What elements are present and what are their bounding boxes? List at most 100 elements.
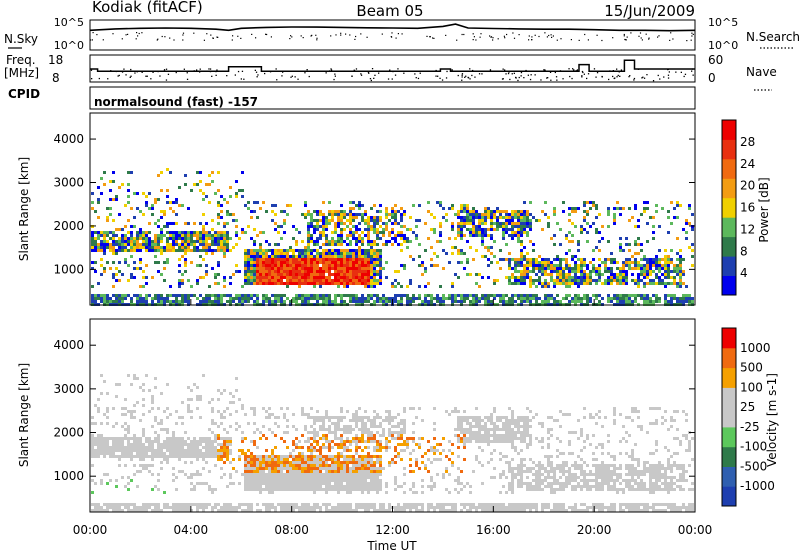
nave-point bbox=[269, 71, 272, 73]
nave-point bbox=[663, 76, 665, 78]
power-cell bbox=[271, 261, 274, 264]
power-cell bbox=[358, 207, 361, 210]
power-cell bbox=[298, 282, 301, 285]
velocity-cell bbox=[178, 416, 181, 419]
velocity-cell bbox=[310, 455, 313, 458]
power-cell bbox=[169, 171, 172, 174]
velocity-cell bbox=[304, 506, 307, 509]
velocity-cell bbox=[337, 452, 340, 455]
velocity-cell bbox=[244, 503, 247, 506]
power-cell bbox=[265, 273, 268, 276]
velocity-cell bbox=[349, 455, 352, 458]
power-cell bbox=[439, 222, 442, 225]
power-cell bbox=[541, 261, 544, 264]
power-cell bbox=[619, 270, 622, 273]
power-cell bbox=[493, 240, 496, 243]
velocity-cell bbox=[370, 479, 373, 482]
velocity-cell bbox=[250, 473, 253, 476]
power-cell bbox=[631, 279, 634, 282]
velocity-cell bbox=[277, 503, 280, 506]
power-cell bbox=[511, 282, 514, 285]
power-cell bbox=[334, 300, 337, 303]
power-cell bbox=[310, 297, 313, 300]
power-cell bbox=[565, 261, 568, 264]
power-cell bbox=[334, 282, 337, 285]
power-cell bbox=[268, 276, 271, 279]
power-cell bbox=[277, 231, 280, 234]
power-cell bbox=[223, 225, 226, 228]
nave-point bbox=[465, 75, 467, 77]
power-cell bbox=[373, 261, 376, 264]
power-cell bbox=[397, 282, 400, 285]
power-cell bbox=[613, 219, 616, 222]
nsearch-point bbox=[290, 35, 292, 37]
velocity-cell bbox=[349, 470, 352, 473]
power-cell bbox=[643, 294, 646, 297]
nave-point bbox=[381, 70, 383, 72]
velocity-cell bbox=[124, 506, 127, 509]
power-cell bbox=[250, 267, 253, 270]
power-cell bbox=[553, 243, 556, 246]
power-cell bbox=[490, 222, 493, 225]
power-cell bbox=[175, 240, 178, 243]
power-cell bbox=[130, 243, 133, 246]
power-cell bbox=[541, 258, 544, 261]
velocity-cell bbox=[367, 461, 370, 464]
power-cell bbox=[154, 201, 157, 204]
velocity-cell bbox=[184, 509, 187, 512]
power-cell bbox=[406, 297, 409, 300]
power-cell bbox=[379, 264, 382, 267]
velocity-cell bbox=[226, 485, 229, 488]
power-cell bbox=[274, 273, 277, 276]
power-cell bbox=[598, 258, 601, 261]
power-cell bbox=[394, 279, 397, 282]
velocity-cell bbox=[136, 446, 139, 449]
power-cell bbox=[628, 219, 631, 222]
velocity-cell bbox=[112, 452, 115, 455]
power-cell bbox=[91, 294, 94, 297]
velocity-cell bbox=[337, 482, 340, 485]
power-cell bbox=[343, 300, 346, 303]
power-cell bbox=[487, 213, 490, 216]
nave-tick-top: 60 bbox=[708, 53, 723, 67]
velocity-cell bbox=[253, 473, 256, 476]
power-cell bbox=[355, 297, 358, 300]
velocity-cell bbox=[280, 509, 283, 512]
power-cell bbox=[397, 234, 400, 237]
power-cell bbox=[625, 237, 628, 240]
power-cell bbox=[229, 237, 232, 240]
power-cell bbox=[271, 264, 274, 267]
power-cell bbox=[367, 276, 370, 279]
velocity-cell bbox=[172, 479, 175, 482]
nave-point bbox=[330, 68, 332, 70]
power-cell bbox=[337, 237, 340, 240]
power-cell bbox=[262, 270, 265, 273]
velocity-cell bbox=[229, 413, 232, 416]
nave-point bbox=[355, 68, 358, 70]
velocity-cell bbox=[370, 467, 373, 470]
velocity-cell bbox=[304, 488, 307, 491]
velocity-cell bbox=[187, 449, 190, 452]
power-cell bbox=[178, 279, 181, 282]
power-cell bbox=[385, 276, 388, 279]
power-cell bbox=[184, 183, 187, 186]
power-cell bbox=[505, 258, 508, 261]
power-cell bbox=[112, 240, 115, 243]
velocity-cell bbox=[325, 416, 328, 419]
power-cell bbox=[568, 276, 571, 279]
velocity-cell bbox=[187, 398, 190, 401]
power-cell bbox=[496, 294, 499, 297]
velocity-cell bbox=[247, 509, 250, 512]
power-cell bbox=[391, 237, 394, 240]
power-cell bbox=[583, 294, 586, 297]
power-cell bbox=[178, 264, 181, 267]
velocity-cell bbox=[247, 461, 250, 464]
power-cell bbox=[565, 279, 568, 282]
power-cell bbox=[547, 300, 550, 303]
power-cell bbox=[247, 279, 250, 282]
power-cell bbox=[667, 276, 670, 279]
velocity-cell bbox=[364, 503, 367, 506]
velocity-cell bbox=[319, 482, 322, 485]
velocity-cell bbox=[310, 509, 313, 512]
velocity-cell bbox=[280, 464, 283, 467]
